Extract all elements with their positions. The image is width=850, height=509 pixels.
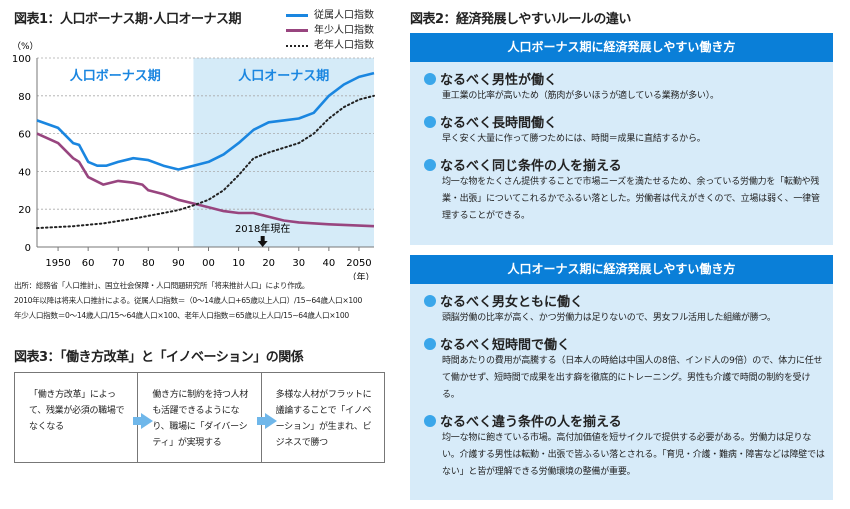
rule-heading: なるべく長時間働く — [440, 116, 558, 131]
y-axis-unit: （%） — [12, 41, 39, 52]
rule-heading: なるべく男女ともに働く — [440, 295, 584, 310]
arrow-right-icon — [133, 413, 154, 429]
flow-step: 働き方に制約を持つ人材も活躍できるようになり、職場に「ダイバーシティ」が実現する — [138, 373, 277, 462]
y-tick-label: 80 — [18, 92, 31, 103]
rule-heading: なるべく短時間で働く — [440, 338, 571, 353]
y-tick-label: 100 — [12, 54, 31, 65]
onus-period-panel: 人口オーナス期に経済発展しやすい働き方 なるべく男女ともに働く頭脳労働の比率が高… — [410, 255, 833, 500]
y-tick-label: 40 — [18, 167, 31, 178]
rule-heading: なるべく違う条件の人を揃える — [440, 415, 622, 430]
y-tick-label: 20 — [18, 205, 31, 216]
bonus-period-panel: 人口ボーナス期に経済発展しやすい働き方 なるべく男性が働く重工業の比率が高いため… — [410, 33, 833, 245]
figure2-title: 図表2：経済発展しやすいルールの違い — [410, 12, 631, 27]
population-index-chart: 人口ボーナス期 人口オーナス期 0 20 40 60 80 100 （%） 1950 60 70 80 9… — [12, 41, 375, 280]
panel-header: 人口オーナス期に経済発展しやすい働き方 — [410, 255, 833, 284]
rule-item: なるべく違う条件の人を揃える均一な物に飽きている市場。高付加価値を短サイクルで提… — [410, 411, 833, 481]
annotation-label: 2018年現在 — [235, 222, 290, 235]
rule-text: 時間あたりの費用が高騰する（日本人の時給は中国人の8倍、インド人の9倍）ので、体… — [442, 356, 823, 400]
panel-header: 人口ボーナス期に経済発展しやすい働き方 — [410, 33, 833, 62]
flow-step-text: 多様な人材がフラットに議論することで「イノベーション」が生まれ、ビジネスで勝つ — [275, 390, 372, 448]
x-tick-label: 70 — [112, 258, 125, 269]
bullet-icon — [424, 72, 436, 85]
x-tick-label: 1950 — [45, 258, 70, 269]
y-tick-label: 60 — [18, 130, 31, 141]
flow-step-text: 働き方に制約を持つ人材も活躍できるようになり、職場に「ダイバーシティ」が実現する — [152, 390, 249, 448]
region-label: 人口ボーナス期 — [70, 68, 161, 84]
bullet-icon — [424, 115, 436, 128]
series-line — [36, 132, 375, 228]
figure3-title: 図表3：「働き方改革」と「イノベーション」の関係 — [14, 350, 304, 365]
x-tick-label: 00 — [202, 258, 215, 269]
rule-heading: なるべく同じ条件の人を揃える — [440, 159, 622, 174]
source-line: 出所：総務省「人口推計」、国立社会保障・人口問題研究所「将来推計人口」により作成… — [14, 281, 310, 290]
rule-item: なるべく長時間働く早く安く大量に作って勝つためには、時間＝成果に直結するから。 — [410, 112, 833, 148]
flow-step: 「働き方改革」によって、残業が必須の職場でなくなる — [15, 373, 154, 462]
bullet-icon — [424, 158, 436, 171]
legend-label: 老年人口指数 — [314, 40, 374, 51]
source-line: 年少人口指数＝0～14歳人口/15～64歳人口×100、老年人口指数＝65歳以上… — [14, 311, 349, 320]
legend-item: 年少人口指数 — [286, 23, 374, 38]
rule-item: なるべく短時間で働く時間あたりの費用が高騰する（日本人の時給は中国人の8倍、イン… — [410, 334, 833, 404]
chart-source-note: 出所：総務省「人口推計」、国立社会保障・人口問題研究所「将来推計人口」により作成… — [14, 278, 362, 323]
x-tick-label: 30 — [292, 258, 305, 269]
rule-item: なるべく同じ条件の人を揃える均一な物をたくさん提供することで市場ニーズを満たせる… — [410, 155, 833, 225]
x-axis-unit: （年） — [347, 271, 374, 280]
x-tick-label: 2050 — [346, 258, 371, 269]
region-shade — [193, 58, 374, 247]
flow-diagram: 「働き方改革」によって、残業が必須の職場でなくなる 働き方に制約を持つ人材も活躍… — [14, 372, 385, 463]
rule-item: なるべく男女ともに働く頭脳労働の比率が高く、かつ労働力は足りないので、男女フル活… — [410, 291, 833, 327]
legend-label: 従属人口指数 — [314, 10, 374, 21]
rule-text: 均一な物に飽きている市場。高付加価値を短サイクルで提供する必要がある。労働力は足… — [442, 433, 825, 477]
rule-text: 早く安く大量に作って勝つためには、時間＝成果に直結するから。 — [442, 134, 706, 144]
legend-item: 従属人口指数 — [286, 8, 374, 23]
region-label: 人口オーナス期 — [238, 68, 329, 84]
x-tick-label: 60 — [82, 258, 95, 269]
flow-step: 多様な人材がフラットに議論することで「イノベーション」が生まれ、ビジネスで勝つ — [262, 373, 384, 462]
legend-label: 年少人口指数 — [314, 25, 374, 36]
series-line — [36, 94, 375, 230]
bullet-icon — [424, 337, 436, 350]
legend-item: 老年人口指数 — [286, 38, 374, 53]
figure1-title: 図表1：人口ボーナス期･人口オーナス期 — [14, 12, 242, 27]
x-tick-label: 40 — [322, 258, 335, 269]
rule-item: なるべく男性が働く重工業の比率が高いため（筋肉が多いほうが適している業務が多い）… — [410, 69, 833, 105]
source-line: 2010年以降は将来人口推計による。従属人口指数＝（0～14歳人口+65歳以上人… — [14, 296, 362, 305]
rule-text: 頭脳労働の比率が高く、かつ労働力は足りないので、男女フル活用した組織が勝つ。 — [442, 313, 776, 323]
bullet-icon — [424, 414, 436, 427]
bullet-icon — [424, 294, 436, 307]
x-tick-label: 20 — [262, 258, 275, 269]
x-tick-label: 90 — [172, 258, 185, 269]
x-tick-label: 80 — [142, 258, 155, 269]
y-tick-label: 0 — [25, 243, 31, 254]
rule-heading: なるべく男性が働く — [440, 73, 558, 88]
arrow-right-icon — [256, 413, 277, 429]
chart-legend: 従属人口指数 年少人口指数 老年人口指数 — [286, 8, 374, 53]
flow-step-text: 「働き方改革」によって、残業が必須の職場でなくなる — [29, 390, 125, 432]
series-line — [36, 71, 375, 171]
rule-text: 重工業の比率が高いため（筋肉が多いほうが適している業務が多い）。 — [442, 91, 719, 101]
rule-text: 均一な物をたくさん提供することで市場ニーズを満たせるため、余っている労働力を「転… — [442, 177, 820, 221]
x-tick-label: 10 — [232, 258, 245, 269]
down-arrow-icon — [257, 236, 268, 247]
